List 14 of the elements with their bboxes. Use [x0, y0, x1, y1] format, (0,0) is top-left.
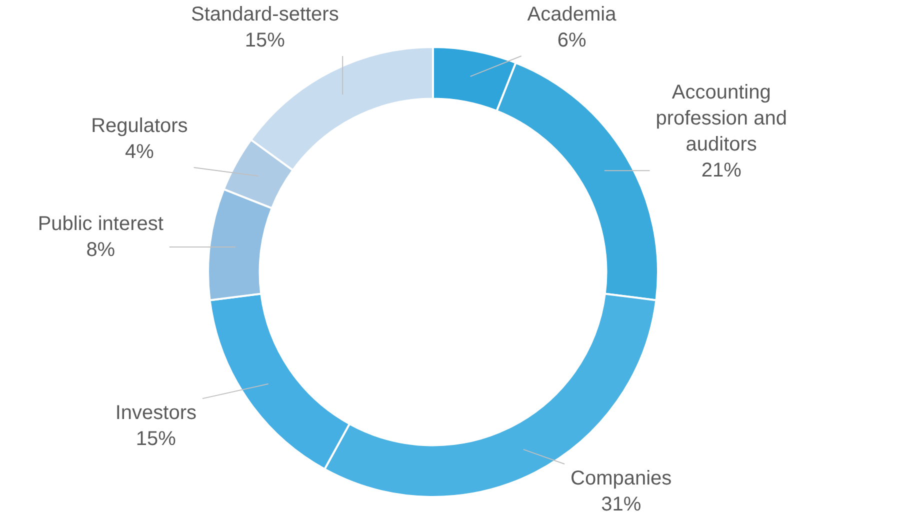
data-label: 21% — [701, 160, 742, 182]
slice-label: Investors — [115, 402, 197, 424]
data-label: 15% — [244, 30, 286, 52]
slice-label: Public interest — [38, 213, 164, 236]
slice-label: Standard-setters — [190, 4, 339, 26]
slice-label: Regulators — [91, 115, 188, 138]
data-label: 4% — [124, 141, 154, 164]
data-label: 8% — [86, 239, 116, 262]
data-label: 6% — [557, 30, 586, 52]
data-label: 15% — [136, 428, 176, 450]
slice-label: Companies — [570, 468, 672, 490]
slice-label: Accounting profession and auditors — [656, 82, 787, 156]
slice-label: Academia — [527, 4, 618, 26]
data-label: 31% — [601, 494, 642, 516]
